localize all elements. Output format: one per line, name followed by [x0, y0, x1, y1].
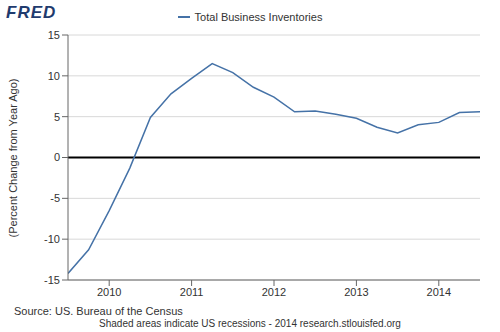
html-text:Shaded areas indicate US reces: Shaded areas indicate US recessions - 20… [99, 318, 401, 329]
svg-text:10: 10 [48, 70, 60, 82]
svg-text:2013: 2013 [344, 286, 368, 298]
svg-text:-5: -5 [50, 192, 60, 204]
svg-text:2010: 2010 [97, 286, 121, 298]
svg-text:2011: 2011 [180, 286, 204, 298]
svg-text:-15: -15 [44, 274, 60, 286]
svg-text:2012: 2012 [262, 286, 286, 298]
svg-text:5: 5 [54, 111, 60, 123]
svg-text:2014: 2014 [427, 286, 451, 298]
svg-text:0: 0 [54, 151, 60, 163]
html-text:Source: US. Bureau of the Cens: Source: US. Bureau of the Census [14, 305, 183, 317]
html-text:FRED: FRED [6, 3, 57, 22]
svg-text:15: 15 [48, 29, 60, 41]
svg-text:-10: -10 [44, 233, 60, 245]
html-text:Total Business Inventories: Total Business Inventories [194, 11, 323, 23]
html-text:(Percent Change from Year Ago): (Percent Change from Year Ago) [7, 78, 19, 238]
